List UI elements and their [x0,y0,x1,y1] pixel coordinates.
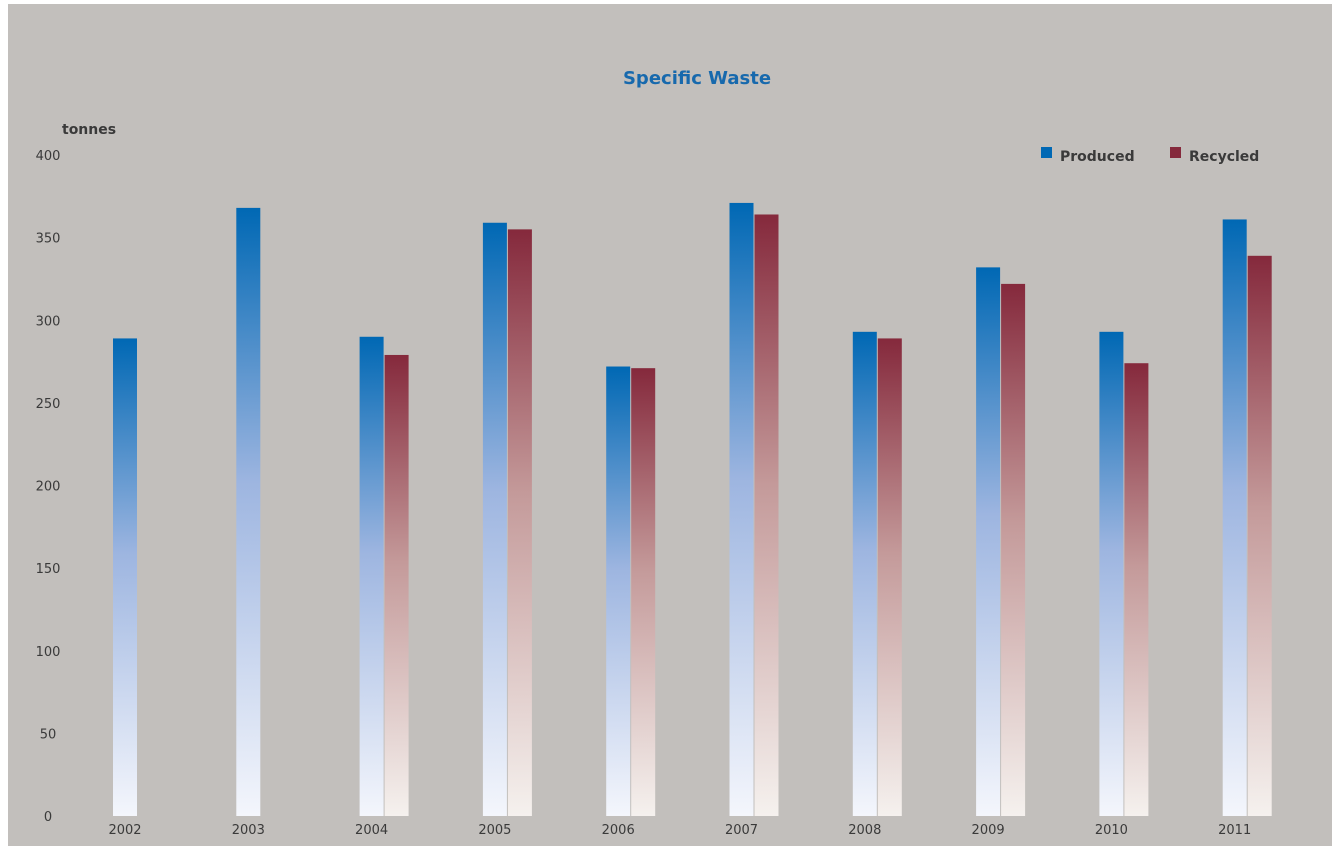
y-tick-label: 50 [40,727,57,742]
bar-recycled-2007 [754,214,779,817]
bar-produced-2004 [359,336,384,816]
legend-label-recycled: Recycled [1189,149,1259,165]
bar-recycled-2010 [1124,363,1149,816]
bar-recycled-2009 [1001,283,1026,816]
x-tick-label: 2002 [108,823,141,838]
x-tick-label: 2006 [602,823,635,838]
x-tick-label: 2004 [355,823,388,838]
x-tick-label: 2008 [848,823,881,838]
bar-recycled-2011 [1247,255,1272,817]
legend-label-produced: Produced [1060,149,1135,165]
y-axis-label: tonnes [62,122,116,138]
y-tick-label: 350 [36,232,61,247]
bar-produced-2011 [1222,219,1247,816]
bar-recycled-2008 [877,338,902,816]
bar-produced-2007 [729,202,754,817]
x-tick-label: 2003 [232,823,265,838]
bar-produced-2002 [113,338,137,816]
y-tick-label: 250 [36,397,61,412]
x-tick-label: 2010 [1095,823,1128,838]
bar-produced-2006 [606,366,631,816]
bar-recycled-2005 [507,229,532,817]
x-axis-ticks: 2002 2003 2004 2005 2006 2007 2008 2009 2010 2011 [108,823,1251,838]
y-tick-label: 200 [36,480,61,495]
bar-produced-2009 [976,267,1001,816]
bar-produced-2008 [852,331,877,816]
legend-swatch-recycled [1170,147,1181,158]
bar-recycled-2006 [631,368,656,816]
x-tick-label: 2011 [1218,823,1251,838]
x-tick-label: 2009 [972,823,1005,838]
legend-swatch-produced [1041,147,1052,158]
bars [113,202,1272,817]
bar-produced-2005 [482,222,507,816]
y-tick-label: 100 [36,645,61,660]
x-tick-label: 2007 [725,823,758,838]
y-tick-label: 150 [36,562,61,577]
x-tick-label: 2005 [478,823,511,838]
bar-chart: Specific Waste tonnes 0 50 100 150 200 250 300… [36,68,1272,838]
bar-produced-2010 [1099,331,1124,816]
y-tick-label: 400 [36,149,61,164]
y-tick-label: 0 [44,810,52,825]
chart-title: Specific Waste [623,68,771,89]
chart-panel: Specific Waste tonnes 0 50 100 150 200 250 300… [8,4,1332,846]
y-axis-ticks: 0 50 100 150 200 250 300 350 400 [36,149,61,825]
legend: Produced Recycled [1041,147,1259,165]
bar-produced-2003 [236,207,261,816]
y-tick-label: 300 [36,314,61,329]
bar-recycled-2004 [384,354,409,816]
